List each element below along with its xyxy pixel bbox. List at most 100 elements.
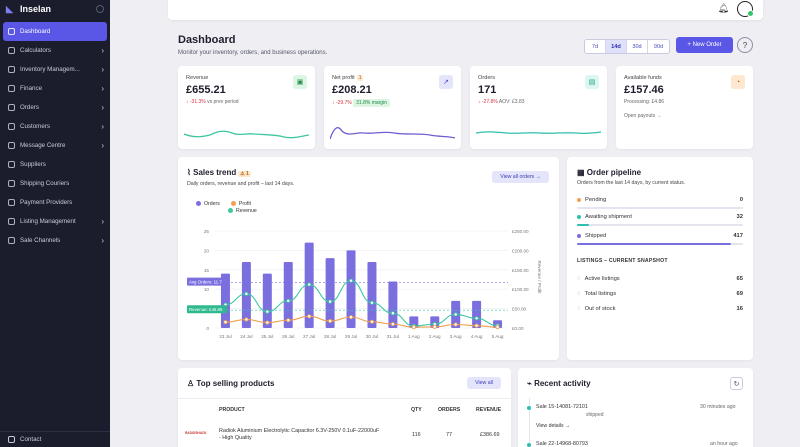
- line-profit: [225, 315, 498, 328]
- bar-orders: [283, 262, 293, 328]
- point-profit: [474, 323, 479, 328]
- sidebar-item-inventory-managem[interactable]: Inventory Managem... ›: [0, 60, 110, 79]
- revenue-sparkline: [184, 130, 309, 139]
- refresh-icon: ↻: [733, 380, 740, 388]
- sidebar-item-suppliers[interactable]: Suppliers: [0, 155, 110, 174]
- view-details-link[interactable]: View details →: [536, 423, 571, 429]
- sidebar-item-shipping-couriers[interactable]: Shipping Couriers: [0, 174, 110, 193]
- listing-row: ◌ Out of stock 16: [577, 306, 743, 312]
- funds-processing: Processing: £4.86: [624, 99, 665, 105]
- view-all-products-button[interactable]: View all: [467, 377, 501, 389]
- new-order-button[interactable]: + New Order: [676, 37, 733, 53]
- pipeline-row-awaiting-shipment[interactable]: Awaiting shipment 32: [577, 214, 743, 220]
- trend-up-icon: ↗: [439, 75, 453, 89]
- range-14d-button[interactable]: 14d: [606, 40, 627, 53]
- nav-icon: [8, 142, 15, 149]
- brand-name: Inselan: [20, 4, 52, 14]
- open-payouts-link[interactable]: Open payouts →: [624, 113, 662, 119]
- legend-orders[interactable]: Orders Profit: [196, 200, 257, 207]
- point-revenue: [307, 282, 312, 287]
- col-product[interactable]: PRODUCT: [219, 407, 245, 413]
- bell-icon[interactable]: 🔔︎: [717, 3, 729, 13]
- sidebar-item-customers[interactable]: Customers ›: [0, 117, 110, 136]
- sales-trend-badge: ⚠ 1: [238, 171, 251, 177]
- status-dot: [577, 215, 581, 219]
- top-products-card: [178, 368, 511, 447]
- wallet-icon: ◔: [731, 75, 745, 89]
- date-range-selector: 7d 14d 30d 90d: [584, 39, 670, 54]
- avatar[interactable]: [737, 1, 754, 17]
- sidebar-item-sale-channels[interactable]: Sale Channels ›: [0, 231, 110, 250]
- y-right-tick-label: £50.00: [512, 307, 526, 312]
- sidebar-item-contact[interactable]: Contact: [0, 431, 110, 447]
- status-progress-fill: [577, 243, 732, 245]
- sidebar-item-dashboard[interactable]: Dashboard: [3, 22, 107, 41]
- pipeline-subtitle: Orders from the last 14 days, by current…: [577, 180, 686, 186]
- pipeline-row-pending[interactable]: Pending 0: [577, 197, 743, 203]
- y-right-tick-label: £0.00: [512, 326, 524, 331]
- nav-icon: [8, 161, 15, 168]
- brand[interactable]: ◣ Inselan: [0, 0, 110, 18]
- sidebar-item-message-centre[interactable]: Message Centre ›: [0, 136, 110, 155]
- y-left-tick-label: 0: [206, 326, 209, 331]
- range-7d-button[interactable]: 7d: [585, 40, 606, 53]
- net-profit-change: ↓ -29.7% 31.8% margin: [332, 99, 390, 107]
- col-orders[interactable]: ORDERS: [438, 407, 461, 413]
- legend-profit-label: Profit: [238, 200, 251, 207]
- funds-value: £157.46: [624, 84, 664, 96]
- nav-icon: [8, 85, 15, 92]
- orders-label: Orders: [478, 75, 496, 81]
- available-funds-card[interactable]: Available funds £157.46 Processing: £4.8…: [616, 66, 753, 149]
- revenue-icon: ▣: [293, 75, 307, 89]
- sidebar-item-listing-management[interactable]: Listing Management ›: [0, 212, 110, 231]
- sidebar-item-payment-providers[interactable]: Payment Providers: [0, 193, 110, 212]
- net-profit-card[interactable]: Net profit 1 £208.21 ↓ -29.7% 31.8% margi…: [324, 66, 461, 149]
- orders-icon: ▤: [585, 75, 599, 89]
- top-products-title-text: Top selling products: [196, 379, 275, 388]
- stack-icon: ◌: [577, 291, 581, 297]
- chevron-right-icon: ›: [101, 235, 104, 245]
- y-left-tick-label: 15: [204, 268, 210, 273]
- point-revenue: [349, 278, 354, 283]
- product-revenue: £386.69: [480, 432, 500, 438]
- refresh-button[interactable]: ↻: [730, 377, 743, 390]
- legend-revenue[interactable]: Revenue: [228, 207, 257, 214]
- point-profit: [369, 319, 374, 324]
- sidebar-item-orders[interactable]: Orders ›: [0, 98, 110, 117]
- point-revenue: [244, 291, 249, 296]
- help-button[interactable]: ?: [737, 37, 753, 53]
- avg-orders-tooltip-bg: [187, 277, 227, 286]
- x-tick-label: 30 Jul: [366, 334, 378, 339]
- range-90d-button[interactable]: 90d: [653, 43, 664, 50]
- range-30d-button[interactable]: 30d: [627, 40, 648, 53]
- pipeline-row-shipped[interactable]: Shipped 417: [577, 233, 743, 239]
- view-all-orders-button[interactable]: View all orders →: [492, 171, 549, 183]
- sidebar-item-calculators[interactable]: Calculators ›: [0, 41, 110, 60]
- point-revenue: [453, 312, 458, 317]
- bar-orders: [262, 273, 272, 328]
- legend-revenue-swatch: [228, 208, 233, 213]
- collapse-icon[interactable]: [96, 5, 104, 13]
- point-profit: [244, 317, 249, 322]
- orders-card[interactable]: Orders 171 ↓ -27.8% AOV: £3.83 ▤: [470, 66, 607, 149]
- point-profit: [286, 318, 291, 323]
- nav-icon: [8, 199, 15, 206]
- bar-orders: [325, 258, 335, 328]
- net-profit-change-value: ↓ -29.7%: [332, 100, 352, 106]
- x-tick-label: 28 Jul: [324, 334, 336, 339]
- sidebar-item-label: Suppliers: [20, 161, 46, 168]
- col-revenue[interactable]: REVENUE: [476, 407, 502, 413]
- point-profit: [390, 322, 395, 327]
- point-revenue: [328, 299, 333, 304]
- col-qty[interactable]: QTY: [411, 407, 422, 413]
- legend-orders-swatch: [196, 201, 201, 206]
- nav-icon: [8, 104, 15, 111]
- activity-dot: [527, 443, 531, 447]
- x-tick-label: 27 Jul: [303, 334, 315, 339]
- sidebar-item-finance[interactable]: Finance ›: [0, 79, 110, 98]
- revenue-card[interactable]: Revenue £655.21 ↓ -31.3% vs prev period …: [178, 66, 315, 149]
- sidebar-item-label: Message Centre: [20, 142, 66, 149]
- point-profit: [307, 314, 312, 319]
- y-left-tick-label: 25: [204, 229, 210, 234]
- orders-sparkline: [476, 131, 601, 135]
